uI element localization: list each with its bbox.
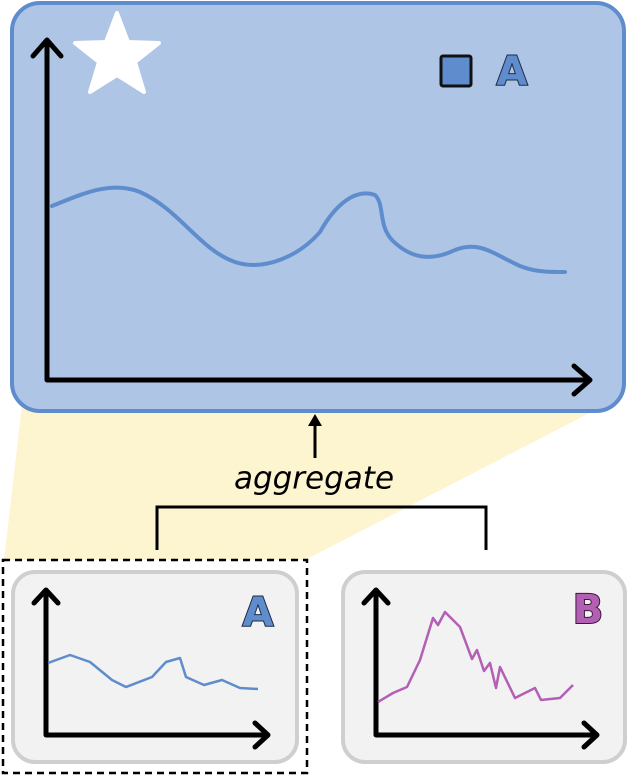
panel-a-label: A <box>243 590 274 636</box>
panel-b-label: B <box>573 587 604 633</box>
axes <box>30 37 593 397</box>
panel-b <box>341 570 627 764</box>
zoom-highlight <box>4 405 605 560</box>
panel-a-line <box>47 653 259 691</box>
legend-label: A <box>497 49 528 95</box>
legend-swatch <box>439 54 473 88</box>
panel-a-axes <box>31 587 271 750</box>
aggregate-panel <box>10 1 626 413</box>
aggregate-label: aggregate <box>234 461 394 497</box>
panel-b-axes <box>361 587 600 750</box>
panel-b-line <box>377 610 574 704</box>
up-arrow-head <box>308 414 322 426</box>
aggregate-curve <box>50 185 567 274</box>
star-icon <box>73 11 161 94</box>
panel-a <box>11 570 299 764</box>
bracket <box>155 505 488 550</box>
selection-box <box>1 558 309 775</box>
